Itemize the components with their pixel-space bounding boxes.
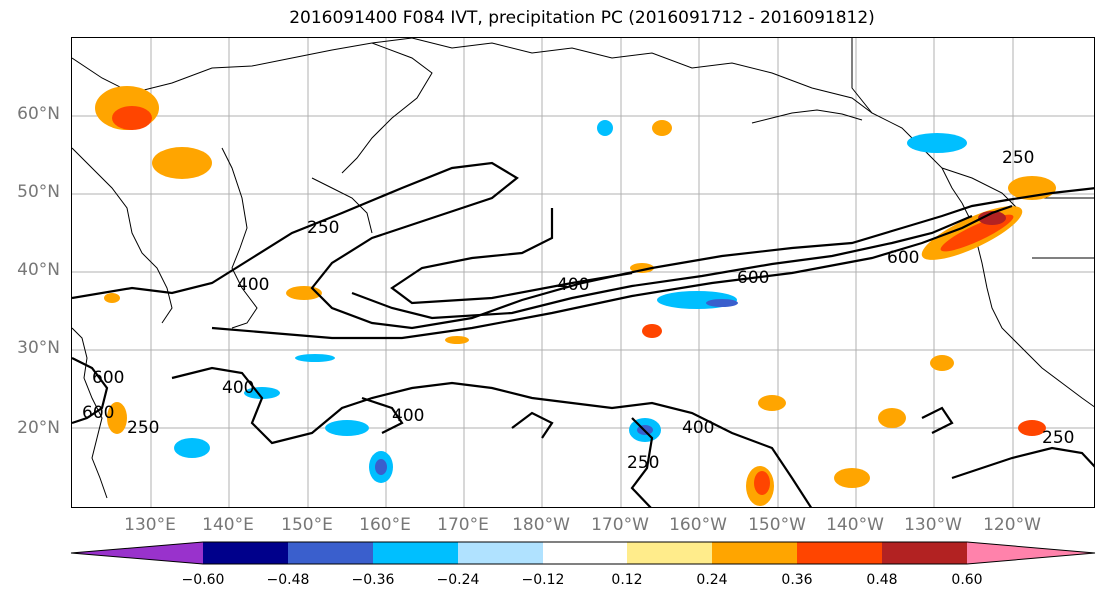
- lat-label-30n: 30°N: [17, 338, 60, 358]
- contour-label: 250: [1042, 428, 1074, 448]
- colorbar-tick: 0.24: [696, 572, 728, 588]
- lon-label: 140°W: [826, 515, 884, 535]
- lon-label: 130°W: [904, 515, 962, 535]
- colorbar-cell: [458, 542, 543, 564]
- lon-label: 160°E: [359, 515, 411, 535]
- lon-label: 140°E: [202, 515, 254, 535]
- colorbar-outline: [70, 541, 1096, 565]
- map-panel: 250 400 400 600 600 250 400 400 250 400 …: [71, 37, 1095, 508]
- contour-label: 400: [557, 275, 589, 295]
- colorbar-cell: [373, 542, 458, 564]
- contour-label: 250: [1002, 148, 1034, 168]
- contour-label: 400: [392, 406, 424, 426]
- lon-label: 130°E: [124, 515, 176, 535]
- lon-label: 180°W: [512, 515, 570, 535]
- contour-label: 600: [887, 248, 919, 268]
- colorbar-tick: 0.60: [951, 572, 983, 588]
- contour-label: 600: [737, 268, 769, 288]
- colorbar-cell: [203, 542, 288, 564]
- contour-label: 400: [682, 418, 714, 438]
- contour-label: 600: [82, 403, 114, 423]
- colorbar-cell: [967, 542, 1095, 564]
- colorbar-tick: −0.36: [351, 572, 395, 588]
- colorbar-tick: −0.60: [181, 572, 225, 588]
- lat-label-20n: 20°N: [17, 418, 60, 438]
- graticule: [72, 38, 1094, 507]
- colorbar: [70, 541, 1096, 565]
- contour-label: 400: [237, 275, 269, 295]
- colorbar-cells: [70, 541, 1096, 565]
- lon-label: 150°E: [281, 515, 333, 535]
- lon-label: 150°W: [748, 515, 806, 535]
- colorbar-cell: [543, 542, 627, 564]
- contour-labels: 250 400 400 600 600 250 400 400 250 400 …: [82, 148, 1074, 473]
- ivt-contours: [72, 161, 1094, 507]
- colorbar-cell: [71, 542, 203, 564]
- contour-label: 250: [307, 218, 339, 238]
- lon-label: 160°W: [669, 515, 727, 535]
- colorbar-tick: 0.12: [611, 572, 643, 588]
- lat-label-50n: 50°N: [17, 182, 60, 202]
- colorbar-tick: −0.12: [521, 572, 565, 588]
- colorbar-cell: [797, 542, 882, 564]
- colorbar-cell: [882, 542, 967, 564]
- contour-label: 250: [627, 453, 659, 473]
- colorbar-cell: [288, 542, 373, 564]
- contour-label: 600: [92, 368, 124, 388]
- colorbar-tick: 0.48: [866, 572, 898, 588]
- lat-label-60n: 60°N: [17, 104, 60, 124]
- lon-label: 170°E: [437, 515, 489, 535]
- contour-label: 400: [222, 378, 254, 398]
- map-title: 2016091400 F084 IVT, precipitation PC (2…: [289, 8, 875, 28]
- colorbar-tick: −0.24: [436, 572, 480, 588]
- lon-label: 120°W: [983, 515, 1041, 535]
- lon-label: 170°W: [591, 515, 649, 535]
- contour-label: 250: [127, 418, 159, 438]
- lat-label-40n: 40°N: [17, 260, 60, 280]
- precip-shading: [95, 86, 1056, 506]
- colorbar-cell: [712, 542, 797, 564]
- map-canvas: 250 400 400 600 600 250 400 400 250 400 …: [72, 38, 1094, 507]
- colorbar-tick: 0.36: [781, 572, 813, 588]
- colorbar-tick: −0.48: [266, 572, 310, 588]
- colorbar-cell: [627, 542, 712, 564]
